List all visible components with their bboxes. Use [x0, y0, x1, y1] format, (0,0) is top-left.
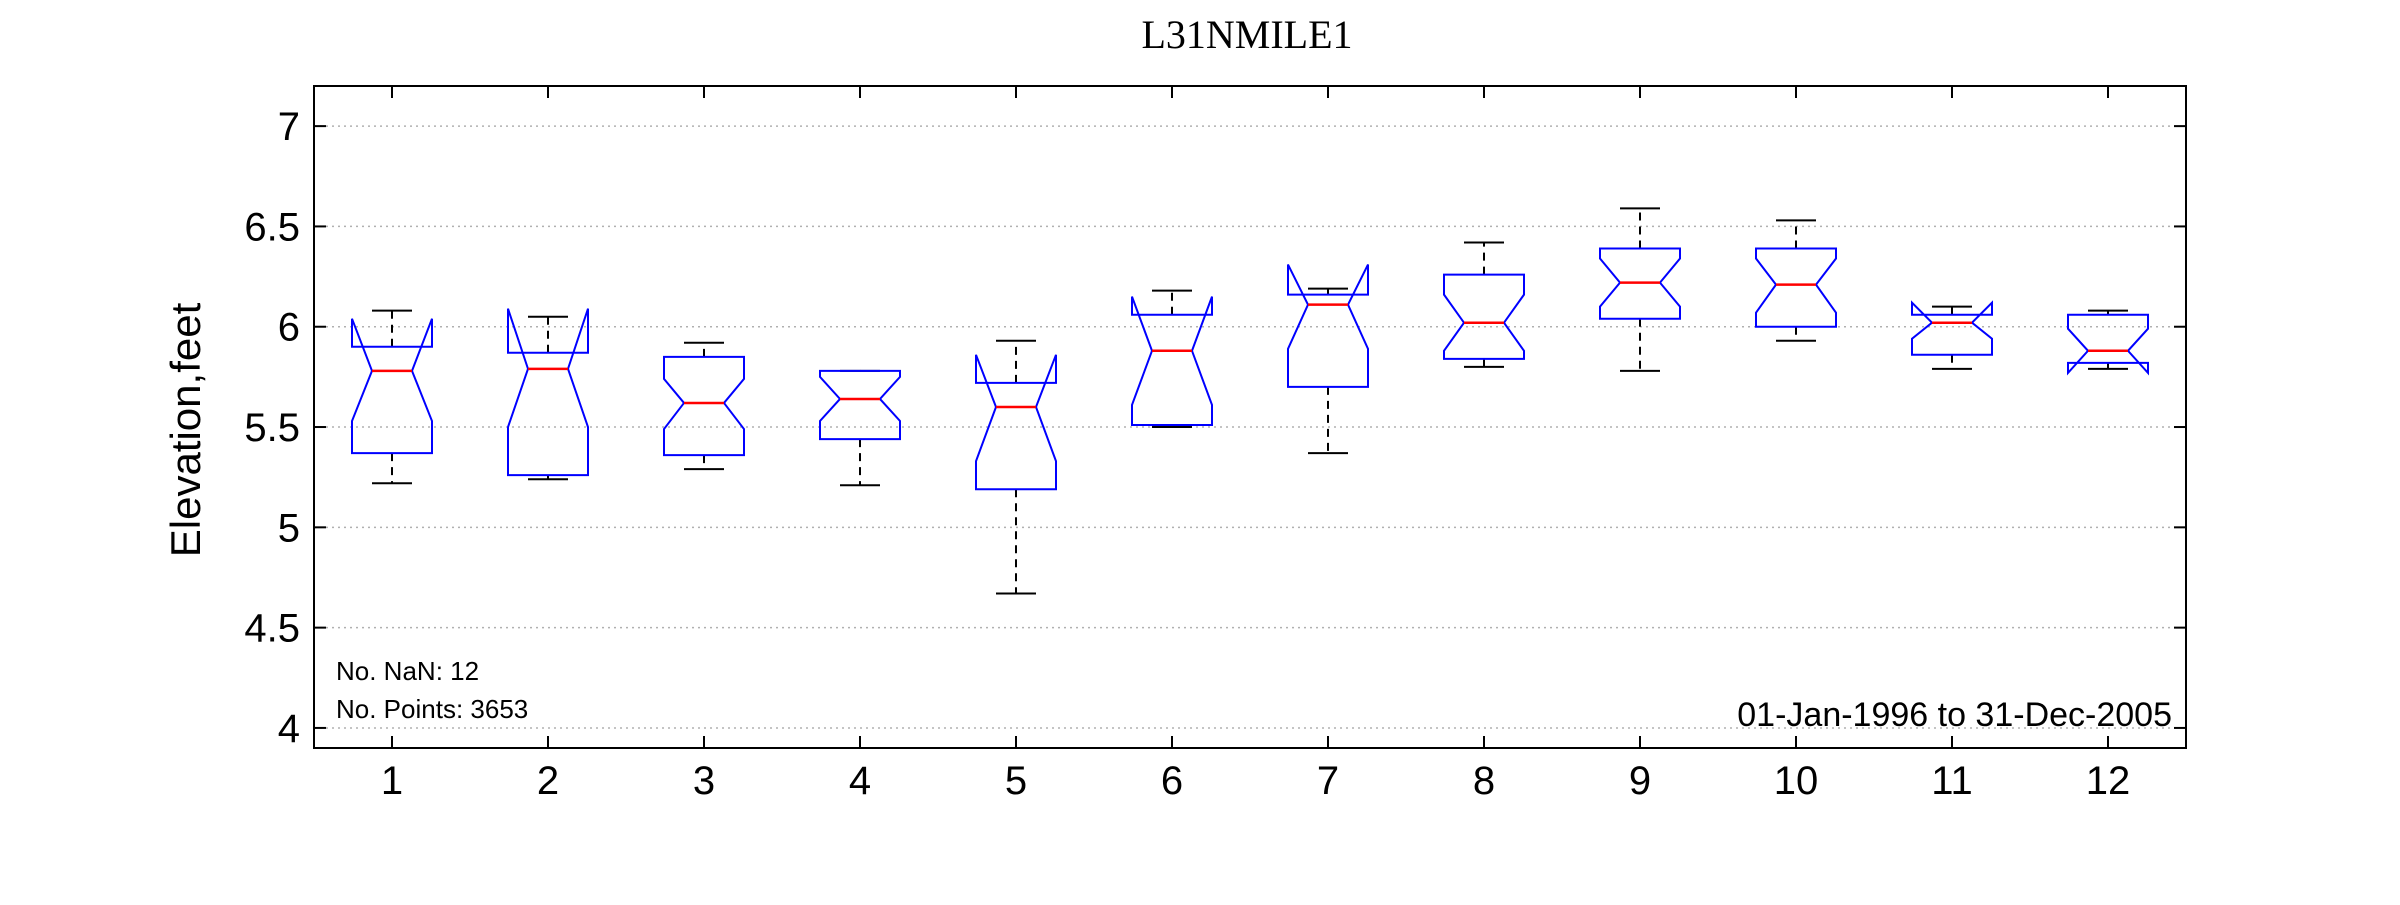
x-tick-label: 10	[1774, 759, 1819, 803]
x-tick-label: 4	[849, 759, 871, 803]
box-month-12	[2067, 309, 2149, 376]
x-tick-label: 12	[2086, 759, 2131, 803]
x-tick-label: 11	[1931, 759, 1973, 803]
box-month-4	[819, 369, 901, 487]
notched-box	[1755, 247, 1837, 328]
chart-title: L31NMILE1	[1141, 12, 1352, 57]
y-tick-label: 6.5	[244, 205, 300, 249]
box-month-7	[1287, 264, 1369, 455]
boxes-layer	[351, 207, 2149, 595]
point-count-annotation: No. Points: 3653	[336, 694, 528, 724]
y-tick-label: 4	[278, 707, 300, 751]
box-month-5	[975, 339, 1057, 595]
notched-box	[507, 308, 589, 477]
y-tick-label: 5	[278, 506, 300, 550]
x-tick-label: 2	[537, 759, 559, 803]
x-tick-label: 1	[381, 759, 403, 803]
nan-count-annotation: No. NaN: 12	[336, 656, 479, 686]
date-range-annotation: 01-Jan-1996 to 31-Dec-2005	[1737, 696, 2172, 734]
notched-box	[663, 355, 745, 457]
notched-box	[2067, 313, 2149, 376]
box-month-1	[351, 309, 433, 485]
notched-box	[1131, 296, 1213, 427]
box-month-11	[1911, 300, 1993, 370]
box-month-6	[1131, 289, 1213, 429]
x-tick-label: 6	[1161, 759, 1183, 803]
y-tick-label: 5.5	[244, 406, 300, 450]
box-month-2	[507, 308, 589, 481]
notched-box	[1287, 264, 1369, 388]
notched-box	[1911, 300, 1993, 356]
x-tick-label: 9	[1629, 759, 1651, 803]
grid-layer	[314, 125, 2186, 729]
y-tick-label: 7	[278, 105, 300, 149]
plot-frame	[313, 85, 2187, 749]
x-tick-label: 5	[1005, 759, 1027, 803]
x-tick-label: 3	[693, 759, 715, 803]
x-tick-label: 7	[1317, 759, 1339, 803]
box-month-8	[1443, 241, 1525, 368]
notched-box	[351, 318, 433, 455]
notched-box	[975, 354, 1057, 491]
notched-box	[1443, 273, 1525, 360]
ticks-layer: 44.555.566.571 2 3 4 5 6 7 8 9 10 11 12	[244, 86, 2186, 803]
x-tick-label: 8	[1473, 759, 1495, 803]
y-tick-label: 6	[278, 306, 300, 350]
box-month-3	[663, 341, 745, 471]
y-tick-label: 4.5	[244, 607, 300, 651]
box-month-10	[1755, 219, 1837, 342]
notched-box	[819, 369, 901, 441]
box-month-9	[1599, 207, 1681, 372]
y-axis-label: Elevation,feet	[162, 302, 209, 557]
notched-box	[1599, 247, 1681, 320]
